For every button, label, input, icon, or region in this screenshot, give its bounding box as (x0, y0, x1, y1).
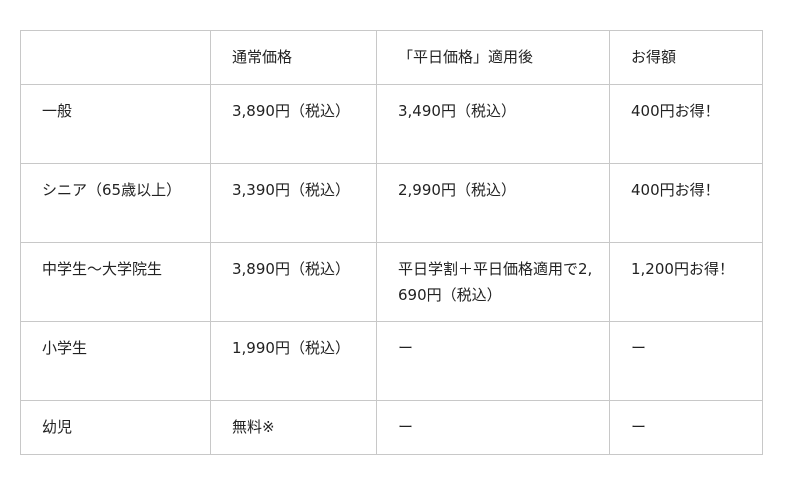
category-cell: シニア（65歳以上） (20, 163, 211, 243)
weekday-price-cell: ー (376, 321, 610, 401)
savings-cell: ー (609, 400, 763, 455)
regular-price-cell: 無料※ (210, 400, 377, 455)
header-savings: お得額 (609, 30, 763, 85)
savings-cell: 400円お得！ (609, 84, 763, 164)
regular-price-cell: 3,890円（税込） (210, 84, 377, 164)
table-row: 小学生 1,990円（税込） ー ー (20, 321, 763, 401)
category-cell: 一般 (20, 84, 211, 164)
weekday-price-cell: 2,990円（税込） (376, 163, 610, 243)
savings-cell: 400円お得！ (609, 163, 763, 243)
regular-price-cell: 3,890円（税込） (210, 242, 377, 322)
table-row: シニア（65歳以上） 3,390円（税込） 2,990円（税込） 400円お得！ (20, 163, 763, 243)
weekday-price-cell: ー (376, 400, 610, 455)
category-cell: 中学生〜大学院生 (20, 242, 211, 322)
price-table: 通常価格 「平日価格」適用後 お得額 一般 3,890円（税込） 3,490円（… (20, 30, 763, 455)
weekday-price-cell: 3,490円（税込） (376, 84, 610, 164)
savings-cell: 1,200円お得！ (609, 242, 763, 322)
table-row: 一般 3,890円（税込） 3,490円（税込） 400円お得！ (20, 84, 763, 164)
category-cell: 小学生 (20, 321, 211, 401)
table-row: 中学生〜大学院生 3,890円（税込） 平日学割＋平日価格適用で2,690円（税… (20, 242, 763, 322)
weekday-price-cell: 平日学割＋平日価格適用で2,690円（税込） (376, 242, 610, 322)
header-category (20, 30, 211, 85)
table-header-row: 通常価格 「平日価格」適用後 お得額 (20, 30, 763, 85)
regular-price-cell: 3,390円（税込） (210, 163, 377, 243)
header-regular-price: 通常価格 (210, 30, 377, 85)
header-weekday-price: 「平日価格」適用後 (376, 30, 610, 85)
savings-cell: ー (609, 321, 763, 401)
category-cell: 幼児 (20, 400, 211, 455)
regular-price-cell: 1,990円（税込） (210, 321, 377, 401)
table-row: 幼児 無料※ ー ー (20, 400, 763, 455)
